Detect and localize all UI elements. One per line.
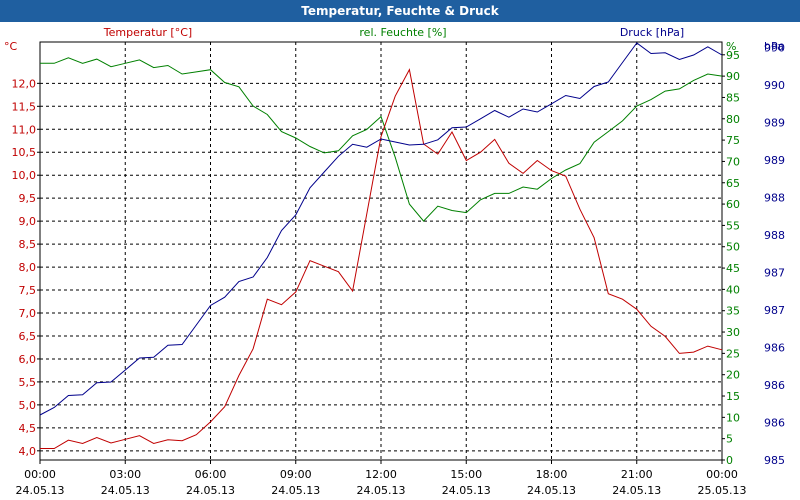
- x-tick-time: 03:00: [109, 468, 141, 481]
- temperature-tick-label: 4,0: [19, 445, 37, 458]
- x-tick-labels: 00:00 24.05.13 03:00 24.05.13 06:00 24.05.13 0…: [16, 460, 747, 497]
- series-layer: [39, 42, 723, 449]
- humidity-tick-label: 45: [726, 262, 740, 275]
- humidity-tick-label: 80: [726, 113, 740, 126]
- x-tick-date: 24.05.13: [612, 484, 661, 497]
- humidity-tick-label: 15: [726, 390, 740, 403]
- temperature-tick-label: 5,5: [19, 376, 37, 389]
- humidity-tick-labels: 0 5 10 15 20 25 30 35 40 45 50 55 60 65 70 75 80 85 90 95: [722, 49, 740, 467]
- temperature-tick-label: 5,0: [19, 399, 37, 412]
- humidity-tick-label: 35: [726, 305, 740, 318]
- humidity-tick-label: 20: [726, 369, 740, 382]
- temperature-tick-label: 6,0: [19, 353, 37, 366]
- temperature-tick-label: 6,5: [19, 330, 37, 343]
- pressure-tick-label: 989: [764, 117, 785, 130]
- humidity-tick-label: 70: [726, 155, 740, 168]
- pressure-tick-label: 989: [764, 154, 785, 167]
- temperature-axis-title: Temperatur [°C]: [103, 26, 192, 39]
- pressure-tick-label: 986: [764, 342, 785, 355]
- humidity-tick-label: 30: [726, 326, 740, 339]
- x-tick-date: 24.05.13: [101, 484, 150, 497]
- temperature-tick-label: 11,0: [12, 123, 37, 136]
- humidity-unit-label: %: [726, 40, 736, 53]
- x-tick-time: 00:00: [706, 468, 738, 481]
- humidity-series-line: [40, 57, 723, 222]
- pressure-tick-label: 990: [764, 42, 785, 55]
- humidity-tick-label: 85: [726, 91, 740, 104]
- x-tick-date: 25.05.13: [698, 484, 747, 497]
- pressure-unit-label: hPa: [764, 40, 784, 53]
- humidity-tick-label: 10: [726, 411, 740, 424]
- temperature-tick-label: 8,5: [19, 238, 37, 251]
- chart-area: °C Temperatur [°C] rel. Feuchte [%] Druc…: [4, 26, 785, 497]
- x-tick-time: 06:00: [195, 468, 227, 481]
- pressure-tick-label: 986: [764, 379, 785, 392]
- x-tick-time: 09:00: [280, 468, 312, 481]
- humidity-tick-label: 55: [726, 219, 740, 232]
- humidity-tick-label: 90: [726, 70, 740, 83]
- humidity-tick-label: 5: [726, 433, 733, 446]
- window-title: Temperatur, Feuchte & Druck: [0, 0, 800, 22]
- x-tick-date: 24.05.13: [357, 484, 406, 497]
- humidity-axis-title: rel. Feuchte [%]: [359, 26, 446, 39]
- x-tick-date: 24.05.13: [442, 484, 491, 497]
- x-tick-date: 24.05.13: [271, 484, 320, 497]
- humidity-tick-label: 25: [726, 347, 740, 360]
- temperature-tick-label: 12,0: [12, 77, 37, 90]
- temperature-tick-label: 7,5: [19, 284, 37, 297]
- temperature-tick-label: 10,5: [12, 146, 37, 159]
- x-tick-time: 15:00: [450, 468, 482, 481]
- humidity-tick-label: 65: [726, 177, 740, 190]
- temperature-tick-labels: 4,0 4,5 5,0 5,5 6,0 6,5 7,0 7,5 8,0 8,5 9,0 9,5 10,0…: [12, 77, 40, 458]
- humidity-tick-label: 75: [726, 134, 740, 147]
- pressure-tick-label: 985: [764, 454, 785, 467]
- x-tick-date: 24.05.13: [527, 484, 576, 497]
- pressure-series-line: [39, 42, 723, 416]
- temperature-tick-label: 8,0: [19, 261, 37, 274]
- grid: [40, 42, 722, 460]
- x-tick-time: 12:00: [365, 468, 397, 481]
- humidity-tick-label: 95: [726, 49, 740, 62]
- temperature-unit-label: °C: [4, 40, 18, 53]
- pressure-tick-label: 986: [764, 417, 785, 430]
- humidity-tick-label: 50: [726, 241, 740, 254]
- pressure-tick-label: 987: [764, 267, 785, 280]
- pressure-tick-label: 988: [764, 192, 785, 205]
- pressure-tick-label: 990: [764, 79, 785, 92]
- temperature-tick-label: 7,0: [19, 307, 37, 320]
- temperature-tick-label: 4,5: [19, 422, 37, 435]
- humidity-tick-label: 40: [726, 283, 740, 296]
- humidity-tick-label: 60: [726, 198, 740, 211]
- temperature-tick-label: 9,5: [19, 192, 37, 205]
- pressure-tick-label: 987: [764, 304, 785, 317]
- x-tick-time: 00:00: [24, 468, 56, 481]
- temperature-tick-label: 9,0: [19, 215, 37, 228]
- pressure-tick-label: 988: [764, 229, 785, 242]
- pressure-tick-labels: 985 986 986 986 987 987 988 988 989 989 990 990: [764, 42, 785, 468]
- x-tick-time: 21:00: [621, 468, 653, 481]
- x-tick-date: 24.05.13: [186, 484, 235, 497]
- humidity-tick-label: 0: [726, 454, 733, 467]
- temperature-series-line: [40, 68, 723, 449]
- x-tick-date: 24.05.13: [16, 484, 65, 497]
- temperature-tick-label: 11,5: [12, 100, 37, 113]
- pressure-axis-title: Druck [hPa]: [620, 26, 684, 39]
- temperature-tick-label: 10,0: [12, 169, 37, 182]
- x-tick-time: 18:00: [536, 468, 568, 481]
